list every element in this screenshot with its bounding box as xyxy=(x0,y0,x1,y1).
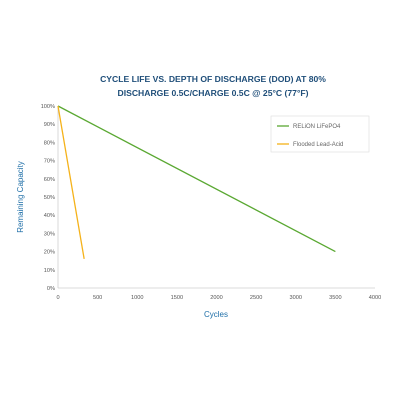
y-tick-label: 70% xyxy=(44,159,55,165)
y-tick-label: 10% xyxy=(44,268,55,274)
x-tick-label: 1000 xyxy=(131,295,143,301)
x-tick-label: 3500 xyxy=(329,295,341,301)
y-tick-label: 0% xyxy=(47,286,55,292)
x-tick-label: 4000 xyxy=(369,295,381,301)
x-tick-label: 1500 xyxy=(171,295,183,301)
tick-labels: 0% 10% 20% 30% 40% 50% 60% 70% 80% 90% 100% 0 500 100… xyxy=(41,104,382,301)
x-tick-label: 0 xyxy=(56,295,59,301)
series-line-lifepo4 xyxy=(57,105,336,253)
y-tick-label: 60% xyxy=(44,177,55,183)
legend-label-lead-acid: Flooded Lead-Acid xyxy=(293,142,343,148)
legend-label-lifepo4: RELiON LiFePO4 xyxy=(293,124,341,130)
x-tick-label: 3000 xyxy=(290,295,302,301)
x-tick-label: 500 xyxy=(93,295,102,301)
y-tick-label: 40% xyxy=(44,213,55,219)
chart-title: CYCLE LIFE VS. DEPTH OF DISCHARGE (DOD) … xyxy=(100,74,326,84)
chart-subtitle: DISCHARGE 0.5C/CHARGE 0.5C @ 25°C (77°F) xyxy=(118,88,309,98)
y-axis-title: Remaining Capacity xyxy=(16,161,25,233)
y-tick-label: 90% xyxy=(44,122,55,128)
y-tick-label: 80% xyxy=(44,140,55,146)
series-line-lead-acid xyxy=(57,105,85,259)
legend-box xyxy=(270,115,370,153)
x-tick-label: 2000 xyxy=(210,295,222,301)
axes xyxy=(57,106,375,289)
y-tick-label: 50% xyxy=(44,195,55,201)
x-axis-title: Cycles xyxy=(204,310,228,319)
series-lines xyxy=(57,105,336,259)
y-tick-label: 100% xyxy=(41,104,55,110)
legend: RELiON LiFePO4 Flooded Lead-Acid xyxy=(270,115,370,153)
y-tick-label: 20% xyxy=(44,250,55,256)
y-tick-label: 30% xyxy=(44,231,55,237)
x-tick-label: 2500 xyxy=(250,295,262,301)
